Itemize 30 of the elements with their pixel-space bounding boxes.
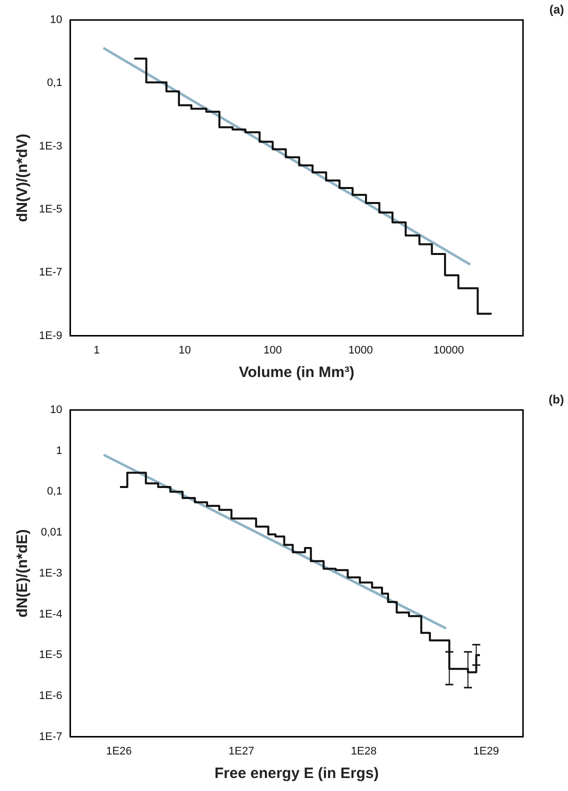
x-tick-label: 100 xyxy=(264,344,282,356)
y-tick-label: 1E-3 xyxy=(38,567,62,580)
x-tick-label: 10000 xyxy=(433,344,464,356)
y-tick-label: 1E-6 xyxy=(38,690,62,702)
y-axis-title: dN(E)/(n*dE) xyxy=(14,529,32,618)
text: (b) xyxy=(548,392,564,406)
y-tick-label: 1E-5 xyxy=(38,204,62,216)
y-tick-label: 1E-9 xyxy=(38,330,62,342)
y-tick-label: 10 xyxy=(50,14,62,26)
y-tick-label: 0,1 xyxy=(46,486,62,498)
x-tick-label: 1E27 xyxy=(228,745,254,758)
y-tick-label: 1E-5 xyxy=(38,649,62,662)
y-axis-title: dN(V)/(n*dV) xyxy=(14,134,32,222)
y-tick-label: 1 xyxy=(56,444,62,457)
y-tick-label: 0,1 xyxy=(46,77,62,90)
y-tick-label: 10 xyxy=(50,404,62,416)
x-tick-label: 1000 xyxy=(348,344,373,356)
x-tick-label: 1 xyxy=(94,344,100,356)
x-tick-label: 10 xyxy=(178,344,191,356)
text: (a) xyxy=(549,2,564,16)
x-axis-title: Volume (in Mm³) xyxy=(238,364,354,382)
y-tick-label: 1E-4 xyxy=(38,608,62,620)
y-tick-label: 0,01 xyxy=(40,526,62,539)
x-tick-label: 1E26 xyxy=(106,745,132,758)
x-tick-label: 1E28 xyxy=(350,745,377,758)
x-axis-title: Free energy E (in Ergs) xyxy=(214,765,379,782)
y-tick-label: 1E-7 xyxy=(38,730,62,743)
y-tick-label: 1E-7 xyxy=(38,266,62,279)
x-tick-label: 1E29 xyxy=(473,745,500,758)
y-tick-label: 1E-3 xyxy=(38,140,62,152)
